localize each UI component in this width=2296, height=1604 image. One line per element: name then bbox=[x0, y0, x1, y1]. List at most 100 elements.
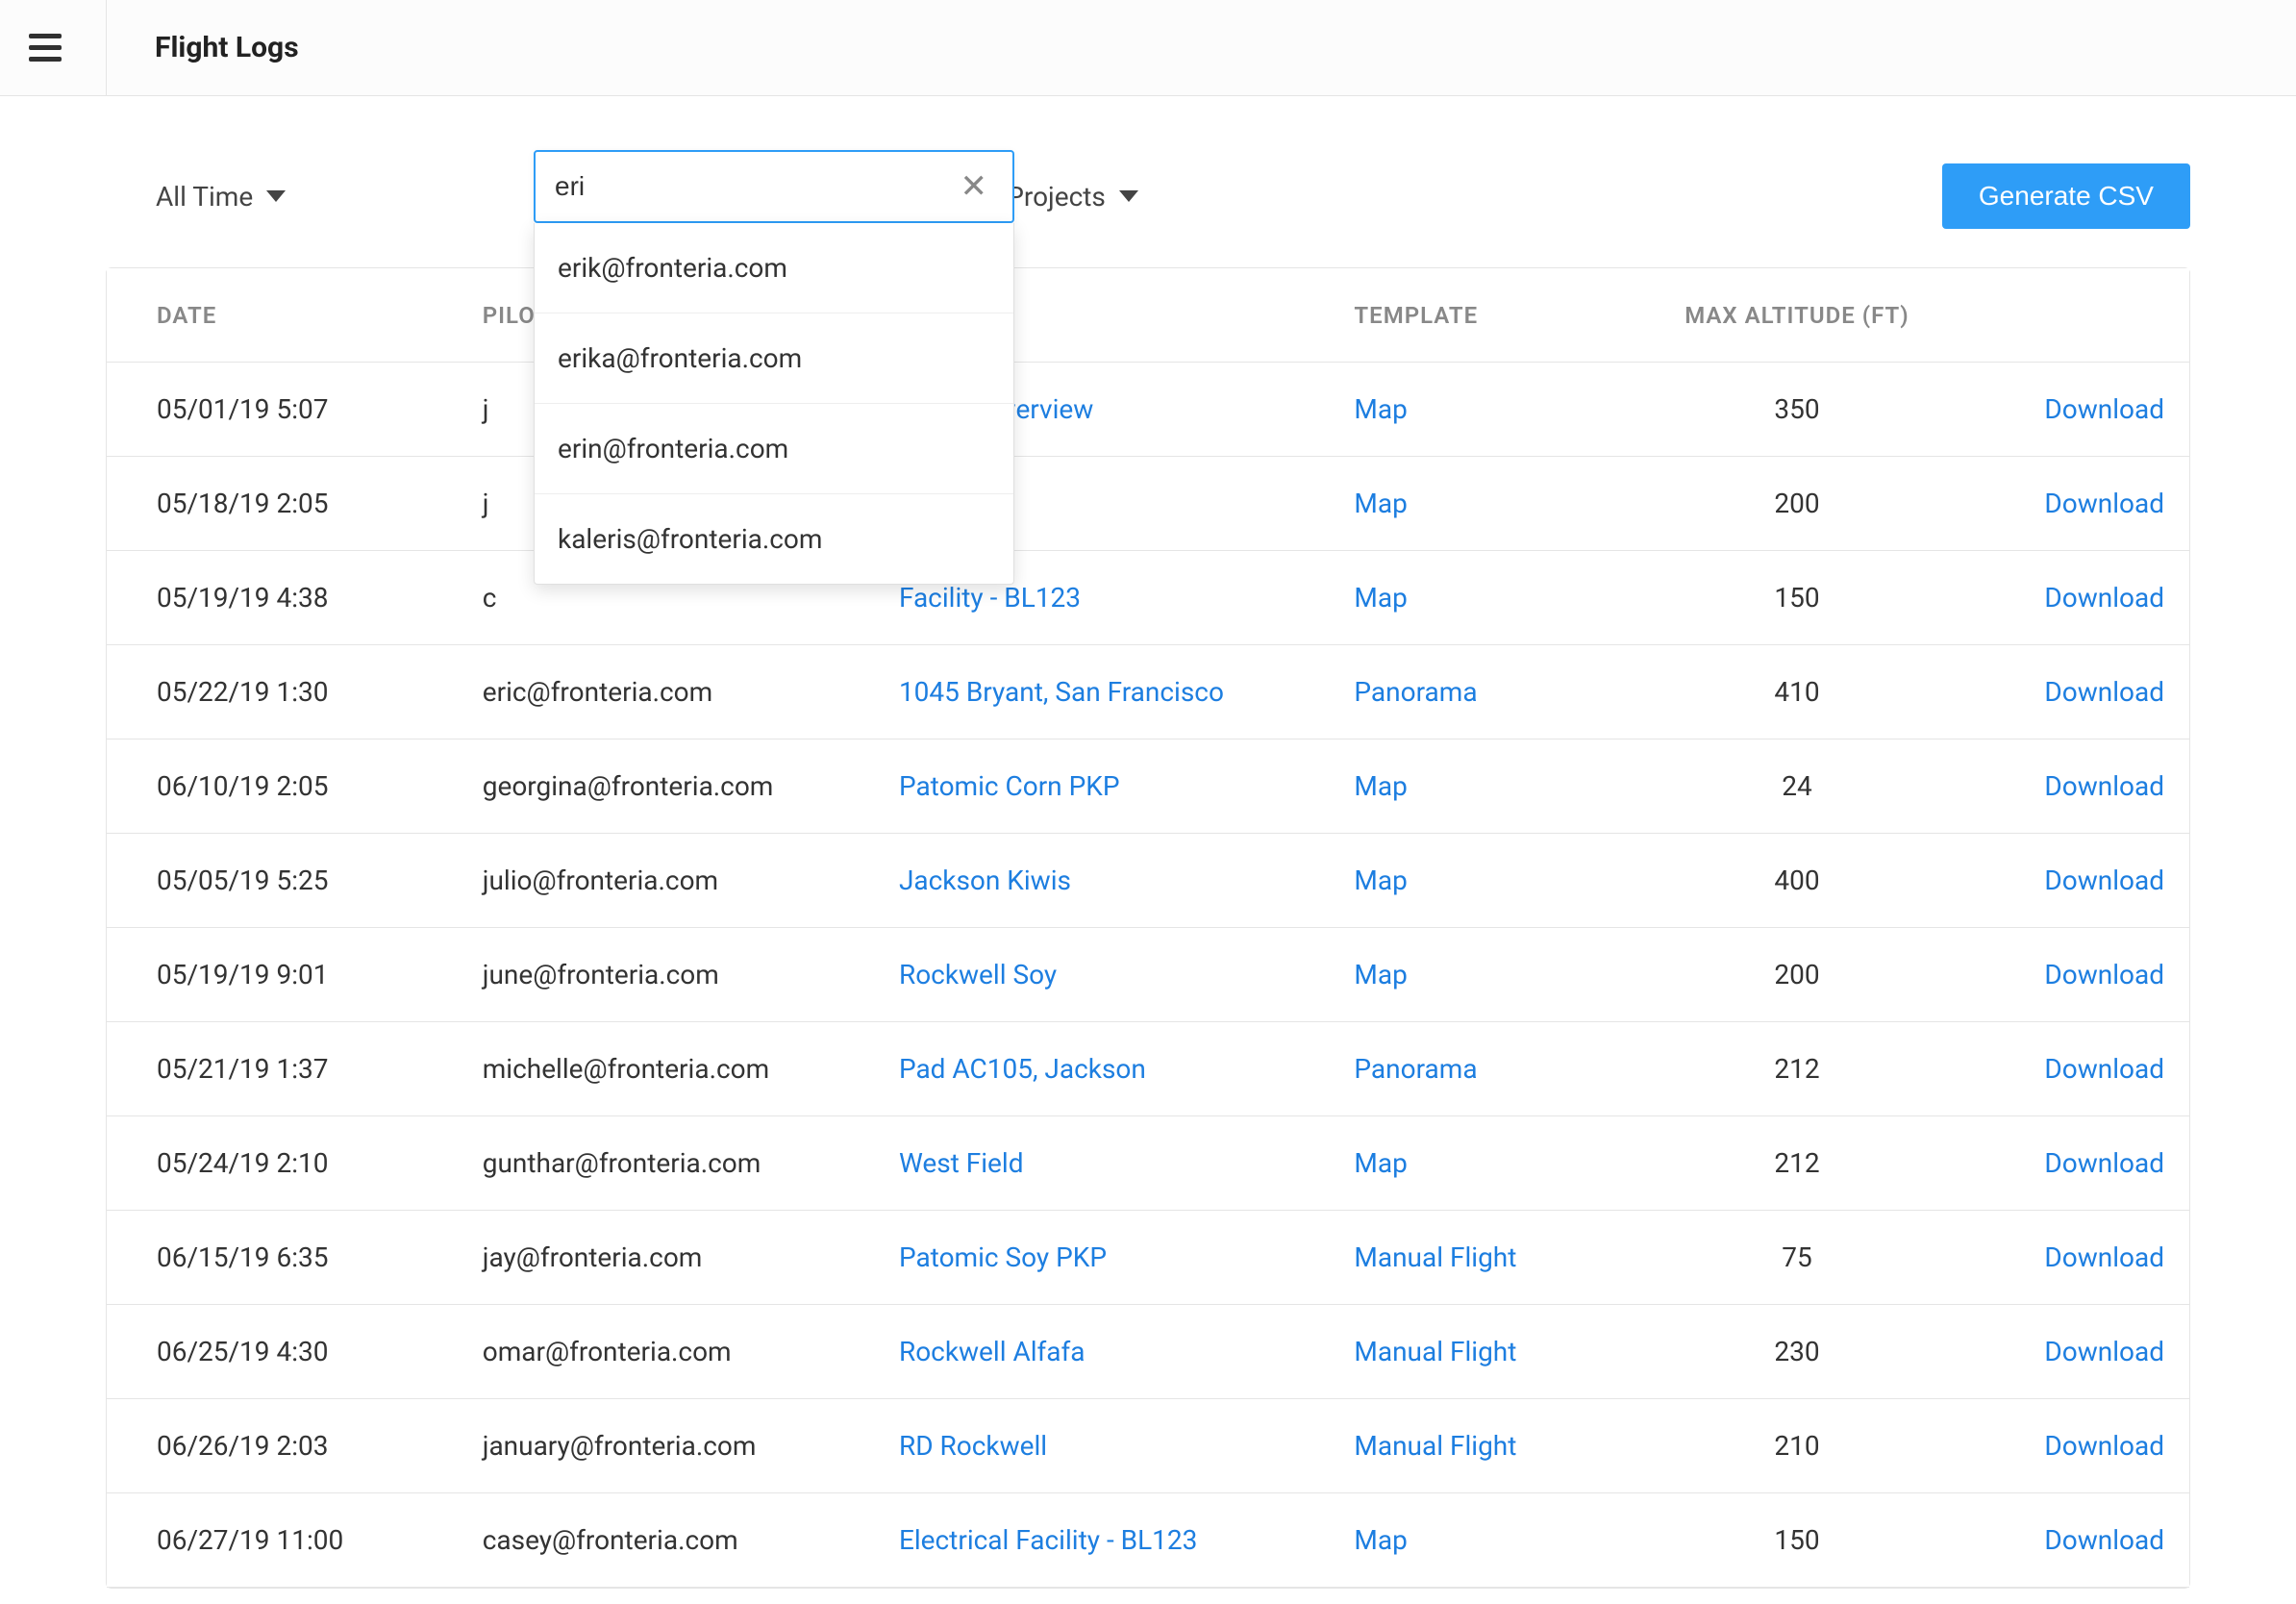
chevron-down-icon bbox=[1119, 190, 1138, 202]
cell-download-link[interactable]: Download bbox=[2044, 865, 2164, 896]
page-title: Flight Logs bbox=[155, 31, 299, 64]
cell-template: Manual Flight bbox=[1336, 1399, 1656, 1493]
cell-pilot: eric@fronteria.com bbox=[465, 645, 882, 739]
cell-template-link[interactable]: Manual Flight bbox=[1354, 1241, 1516, 1273]
table-row: 05/24/19 2:10gunthar@fronteria.comWest F… bbox=[107, 1116, 2189, 1211]
cell-template: Map bbox=[1336, 1493, 1656, 1588]
cell-date: 05/19/19 9:01 bbox=[107, 928, 465, 1022]
cell-download-link[interactable]: Download bbox=[2044, 770, 2164, 802]
cell-template-link[interactable]: Manual Flight bbox=[1354, 1430, 1516, 1462]
col-header-altitude: MAX ALTITUDE (FT) bbox=[1657, 268, 1937, 363]
cell-project-link[interactable]: Pad AC105, Jackson bbox=[899, 1053, 1146, 1085]
cell-template-link[interactable]: Map bbox=[1354, 865, 1407, 896]
cell-template-link[interactable]: Map bbox=[1354, 770, 1407, 802]
pilot-suggestion-item[interactable]: erika@fronteria.com bbox=[535, 313, 1013, 403]
cell-download-link[interactable]: Download bbox=[2044, 1147, 2164, 1179]
cell-template-link[interactable]: Map bbox=[1354, 1524, 1407, 1556]
cell-date: 05/18/19 2:05 bbox=[107, 457, 465, 551]
cell-date: 06/10/19 2:05 bbox=[107, 739, 465, 834]
cell-altitude: 212 bbox=[1657, 1116, 1937, 1211]
cell-download: Download bbox=[1937, 363, 2189, 457]
menu-icon[interactable] bbox=[29, 29, 67, 67]
cell-download: Download bbox=[1937, 928, 2189, 1022]
cell-pilot: omar@fronteria.com bbox=[465, 1305, 882, 1399]
cell-template-link[interactable]: Map bbox=[1354, 1147, 1407, 1179]
pilot-search-input[interactable] bbox=[555, 171, 955, 202]
close-icon[interactable]: ✕ bbox=[955, 166, 994, 207]
cell-template: Map bbox=[1336, 457, 1656, 551]
cell-date: 05/22/19 1:30 bbox=[107, 645, 465, 739]
cell-project-link[interactable]: West Field bbox=[899, 1147, 1024, 1179]
cell-pilot: casey@fronteria.com bbox=[465, 1493, 882, 1588]
cell-pilot: michelle@fronteria.com bbox=[465, 1022, 882, 1116]
pilot-suggestion-item[interactable]: kaleris@fronteria.com bbox=[535, 493, 1013, 584]
cell-download-link[interactable]: Download bbox=[2044, 676, 2164, 708]
table-row: 05/05/19 5:25julio@fronteria.comJackson … bbox=[107, 834, 2189, 928]
cell-template: Manual Flight bbox=[1336, 1305, 1656, 1399]
cell-date: 06/25/19 4:30 bbox=[107, 1305, 465, 1399]
cell-project: Jackson Kiwis bbox=[882, 834, 1336, 928]
cell-template: Map bbox=[1336, 363, 1656, 457]
cell-download-link[interactable]: Download bbox=[2044, 1053, 2164, 1085]
projects-filter[interactable]: Projects bbox=[1007, 181, 1138, 213]
cell-download: Download bbox=[1937, 834, 2189, 928]
cell-date: 06/26/19 2:03 bbox=[107, 1399, 465, 1493]
cell-project: Patomic Soy PKP bbox=[882, 1211, 1336, 1305]
cell-template: Map bbox=[1336, 928, 1656, 1022]
table-row: 06/27/19 11:00casey@fronteria.comElectri… bbox=[107, 1493, 2189, 1588]
cell-download-link[interactable]: Download bbox=[2044, 1430, 2164, 1462]
col-header-download bbox=[1937, 268, 2189, 363]
cell-project-link[interactable]: Electrical Facility - BL123 bbox=[899, 1524, 1197, 1556]
chevron-down-icon bbox=[266, 190, 286, 202]
cell-download: Download bbox=[1937, 1116, 2189, 1211]
cell-download-link[interactable]: Download bbox=[2044, 393, 2164, 425]
cell-project: Rockwell Soy bbox=[882, 928, 1336, 1022]
col-header-date: DATE bbox=[107, 268, 465, 363]
cell-template-link[interactable]: Manual Flight bbox=[1354, 1336, 1516, 1367]
cell-download-link[interactable]: Download bbox=[2044, 488, 2164, 519]
cell-altitude: 150 bbox=[1657, 1493, 1937, 1588]
cell-download-link[interactable]: Download bbox=[2044, 582, 2164, 614]
cell-download-link[interactable]: Download bbox=[2044, 1524, 2164, 1556]
cell-download-link[interactable]: Download bbox=[2044, 1241, 2164, 1273]
cell-download-link[interactable]: Download bbox=[2044, 1336, 2164, 1367]
cell-project-link[interactable]: 1045 Bryant, San Francisco bbox=[899, 676, 1224, 708]
table-row: 05/18/19 2:05jnton CornMap200Download bbox=[107, 457, 2189, 551]
pilot-suggestion-item[interactable]: erin@fronteria.com bbox=[535, 403, 1013, 493]
cell-template-link[interactable]: Map bbox=[1354, 393, 1407, 425]
cell-template-link[interactable]: Panorama bbox=[1354, 1053, 1477, 1085]
cell-template-link[interactable]: Map bbox=[1354, 488, 1407, 519]
cell-project-link[interactable]: Patomic Corn PKP bbox=[899, 770, 1120, 802]
time-filter[interactable]: All Time bbox=[156, 181, 286, 213]
cell-download: Download bbox=[1937, 1211, 2189, 1305]
cell-altitude: 400 bbox=[1657, 834, 1937, 928]
cell-project-link[interactable]: Rockwell Alfafa bbox=[899, 1336, 1086, 1367]
cell-template-link[interactable]: Panorama bbox=[1354, 676, 1477, 708]
cell-download-link[interactable]: Download bbox=[2044, 959, 2164, 990]
cell-project: RD Rockwell bbox=[882, 1399, 1336, 1493]
cell-download: Download bbox=[1937, 1305, 2189, 1399]
cell-template-link[interactable]: Map bbox=[1354, 582, 1407, 614]
cell-project-link[interactable]: RD Rockwell bbox=[899, 1430, 1047, 1462]
topbar: Flight Logs bbox=[0, 0, 2296, 96]
cell-download: Download bbox=[1937, 1022, 2189, 1116]
cell-date: 06/15/19 6:35 bbox=[107, 1211, 465, 1305]
table-row: 05/19/19 4:38cFacility - BL123Map150Down… bbox=[107, 551, 2189, 645]
cell-download: Download bbox=[1937, 457, 2189, 551]
pilot-suggestion-item[interactable]: erik@fronteria.com bbox=[535, 223, 1013, 313]
cell-pilot: june@fronteria.com bbox=[465, 928, 882, 1022]
cell-download: Download bbox=[1937, 1493, 2189, 1588]
table-row: 06/10/19 2:05georgina@fronteria.comPatom… bbox=[107, 739, 2189, 834]
flight-logs-table: DATE PILOT PROJECT TEMPLATE MAX ALTITUDE… bbox=[106, 267, 2190, 1589]
cell-project-link[interactable]: Rockwell Soy bbox=[899, 959, 1057, 990]
cell-project-link[interactable]: Facility - BL123 bbox=[899, 582, 1081, 614]
table-row: 06/15/19 6:35jay@fronteria.comPatomic So… bbox=[107, 1211, 2189, 1305]
generate-csv-button[interactable]: Generate CSV bbox=[1942, 163, 2190, 229]
cell-altitude: 410 bbox=[1657, 645, 1937, 739]
cell-project-link[interactable]: Jackson Kiwis bbox=[899, 865, 1071, 896]
cell-template-link[interactable]: Map bbox=[1354, 959, 1407, 990]
pilot-search-box[interactable]: ✕ bbox=[534, 150, 1014, 223]
cell-project-link[interactable]: Patomic Soy PKP bbox=[899, 1241, 1107, 1273]
table-header-row: DATE PILOT PROJECT TEMPLATE MAX ALTITUDE… bbox=[107, 268, 2189, 363]
table-row: 05/21/19 1:37michelle@fronteria.comPad A… bbox=[107, 1022, 2189, 1116]
